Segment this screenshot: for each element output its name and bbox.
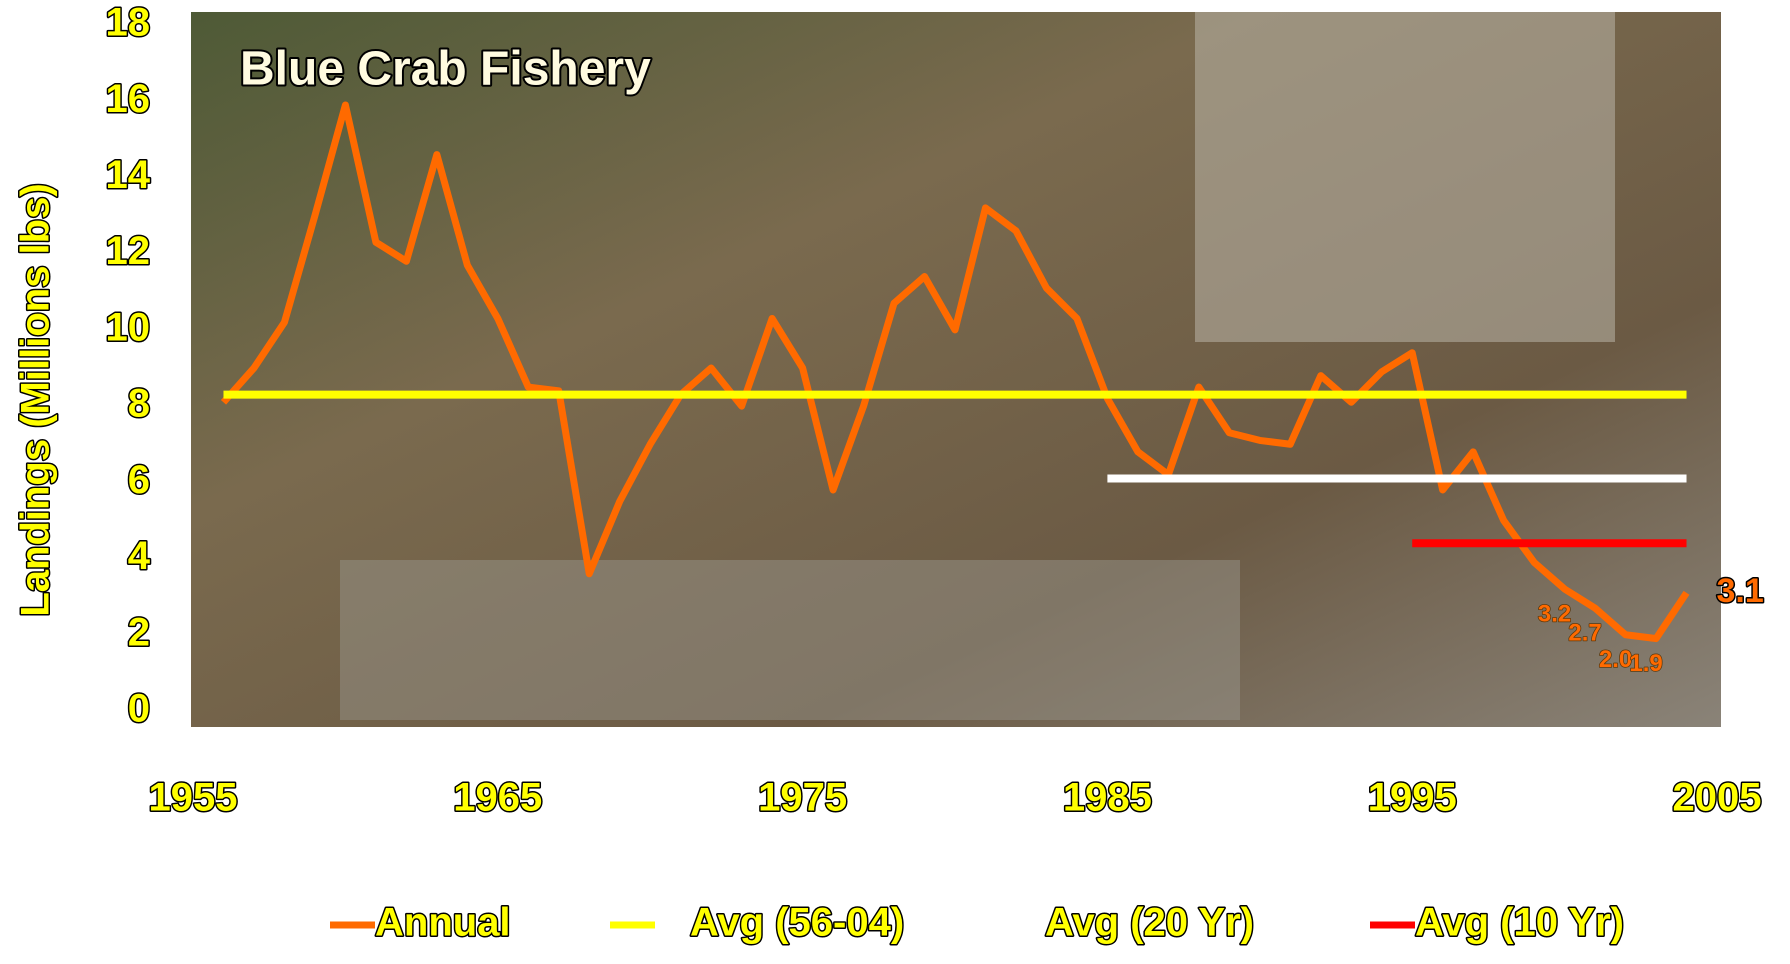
photo-shape <box>1195 12 1615 342</box>
y-tick-label: 0 <box>128 687 150 731</box>
x-tick-label: 1955 <box>149 776 238 820</box>
x-tick-label: 1975 <box>758 776 847 820</box>
value-label: 2.7 <box>1568 619 1601 646</box>
legend-label: Avg (20 Yr) <box>1045 901 1254 945</box>
value-label: 2.0 <box>1599 646 1632 673</box>
y-tick-label: 4 <box>128 534 151 578</box>
x-tick-label: 1985 <box>1063 776 1152 820</box>
legend-label: Avg (10 Yr) <box>1415 901 1624 945</box>
y-tick-label: 14 <box>106 153 151 197</box>
y-tick-label: 2 <box>128 610 150 654</box>
y-tick-label: 12 <box>106 229 151 273</box>
legend-label: Avg (56-04) <box>690 901 904 945</box>
value-label: 3.2 <box>1538 600 1571 627</box>
x-tick-label: 2005 <box>1673 776 1762 820</box>
y-tick-label: 10 <box>106 305 151 349</box>
y-tick-label: 8 <box>128 382 150 426</box>
y-axis-label: Landings (Millions lbs) <box>14 183 58 616</box>
x-tick-label: 1995 <box>1368 776 1457 820</box>
photo-shape <box>340 560 1240 720</box>
y-tick-label: 6 <box>128 458 150 502</box>
chart: Blue Crab Fishery Landings (Millions lbs… <box>0 0 1790 964</box>
page: {"chart_data": {"type": "line", "title":… <box>0 0 1790 964</box>
value-label: 1.9 <box>1629 650 1662 677</box>
value-label: 3.1 <box>1717 572 1764 610</box>
y-tick-label: 16 <box>106 77 151 121</box>
y-tick-label: 18 <box>106 1 151 45</box>
chart-title: Blue Crab Fishery <box>240 43 651 96</box>
x-tick-label: 1965 <box>453 776 542 820</box>
legend-label: Annual <box>375 901 511 945</box>
